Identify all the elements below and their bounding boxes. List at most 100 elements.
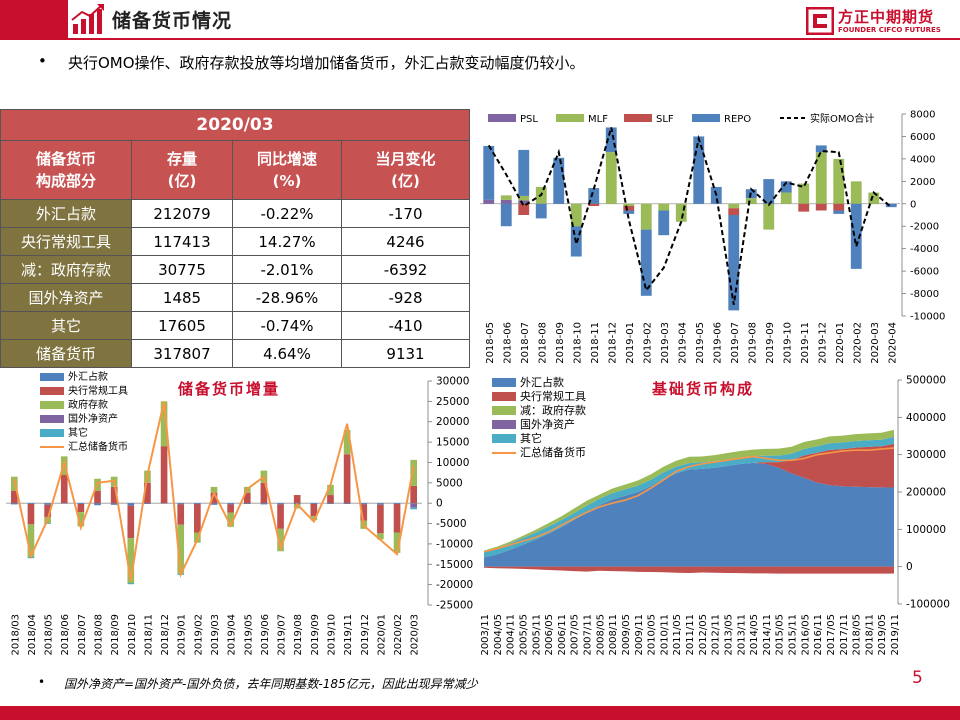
bar-segment <box>293 495 301 504</box>
y-tick-label: -10000 <box>910 312 945 323</box>
table-header-row: 储备货币 构成部分 存量 (亿) 同比增速 (%) 当月变化 (亿) <box>0 140 470 200</box>
cell-yoy: -0.22% <box>232 199 342 228</box>
cell-mom: -928 <box>341 283 470 312</box>
legend-label: 央行常规工具 <box>520 389 586 403</box>
bar-segment <box>410 459 418 486</box>
bar-segment <box>194 503 201 504</box>
bar-segment <box>500 195 512 200</box>
bar-segment <box>728 215 740 311</box>
bar-segment <box>798 203 810 212</box>
bar-segment <box>110 503 118 505</box>
x-tick-label: 2018/11 <box>143 614 154 656</box>
x-tick-label: 2018-10 <box>572 322 583 364</box>
x-tick-label: 2019/04 <box>227 614 238 656</box>
legend-swatch <box>40 387 64 395</box>
x-tick-label: 2019/01 <box>177 614 188 656</box>
reserve-increment-chart: -25000 -20000 -15000 -10000 -5000 0 5000 10000 1… <box>6 370 473 656</box>
bar-segment <box>127 538 135 584</box>
area-series <box>484 443 894 558</box>
row-label: 减：政府存款 <box>0 255 132 284</box>
bar-segment <box>343 429 351 455</box>
legend-label: 汇总储备货币 <box>68 440 128 453</box>
bar-segment <box>377 503 384 505</box>
bar-segment <box>360 503 368 505</box>
y-tick-label: 8000 <box>910 110 935 121</box>
x-tick-label: 2019/10 <box>326 614 337 656</box>
bar-segment <box>570 203 582 227</box>
x-tick-label: 2019-01 <box>625 322 636 364</box>
bar-segment <box>160 446 168 504</box>
cell-stock: 212079 <box>131 199 233 228</box>
legend-label: MLF <box>588 114 608 125</box>
legend-swatch <box>492 420 516 429</box>
x-tick-label: 2013/05 <box>723 614 734 656</box>
bar-segment <box>393 503 401 504</box>
x-tick-label: 2019-10 <box>782 322 793 364</box>
bar-segment <box>277 504 284 529</box>
y-tick-label: 4000 <box>910 154 935 165</box>
header-line: 同比增速 <box>256 150 317 168</box>
bar-segment <box>658 210 670 236</box>
legend-swatch <box>488 114 516 122</box>
legend-label: SLF <box>656 114 674 125</box>
header-red-block <box>0 0 68 38</box>
x-tick-label: 2019-03 <box>660 322 671 364</box>
bar-segment <box>410 503 418 504</box>
y-tick-label: -5000 <box>436 518 467 530</box>
legend-label: 政府存款 <box>68 398 108 411</box>
bar-segment <box>745 198 757 204</box>
x-tick-label: 2018/07 <box>77 614 88 656</box>
bar-segment <box>210 486 218 493</box>
x-tick-label: 2018/03 <box>10 614 21 656</box>
legend-label: 国外净资产 <box>68 412 118 425</box>
bar-segment <box>27 503 35 525</box>
bar-segment <box>815 203 827 211</box>
x-tick-label: 2020-03 <box>870 322 881 364</box>
bar-segment <box>310 503 318 504</box>
cell-stock: 317807 <box>131 339 233 368</box>
bar-segment <box>27 503 35 504</box>
bar-segment <box>10 490 18 504</box>
x-tick-label: 2019/07 <box>277 614 288 656</box>
bar-segment <box>675 203 687 222</box>
legend-swatch <box>556 114 584 122</box>
header-line: 当月变化 <box>375 150 436 168</box>
bar-segment <box>144 482 151 504</box>
cell-yoy: -28.96% <box>232 283 342 312</box>
x-tick-label: 2019/02 <box>193 614 204 656</box>
cell-mom: -170 <box>341 199 470 228</box>
bar-segment <box>44 523 51 524</box>
legend-label: 央行常规工具 <box>68 384 128 397</box>
bar-segment <box>377 533 384 540</box>
bar-segment <box>518 149 530 196</box>
row-label: 国外净资产 <box>0 283 132 312</box>
bar-segment <box>127 505 135 539</box>
bar-segment <box>728 208 740 215</box>
x-tick-label: 2019/12 <box>360 614 371 656</box>
bar-segment <box>393 532 401 553</box>
header-divider <box>0 38 960 40</box>
y-tick-label: -25000 <box>436 600 473 612</box>
bar-segment <box>410 503 418 508</box>
legend-swatch <box>624 114 652 122</box>
x-tick-label: 2019-06 <box>712 322 723 364</box>
bar-segment <box>343 454 351 504</box>
x-tick-label: 2005/11 <box>531 614 542 656</box>
omo-chart: -10000 -8000 -6000 -4000 -2000 0 2000 4000 6000 8… <box>480 110 945 364</box>
x-tick-label: 2006/05 <box>544 614 555 656</box>
legend-label: REPO <box>724 114 751 125</box>
x-tick-label: 2018-08 <box>537 322 548 364</box>
legend-swatch <box>40 373 64 381</box>
x-tick-label: 2010/11 <box>659 614 670 656</box>
bar-segment <box>260 482 268 504</box>
total-line <box>13 401 415 581</box>
bar-segment <box>60 474 68 504</box>
cell-stock: 1485 <box>131 283 233 312</box>
bar-segment <box>127 583 135 585</box>
x-tick-label: 2012/05 <box>698 614 709 656</box>
x-tick-label: 2019/05 <box>877 614 888 656</box>
legend-swatch <box>692 114 720 122</box>
bar-segment <box>500 203 512 227</box>
bar-segment <box>588 188 600 204</box>
y-tick-label: 30000 <box>436 376 469 388</box>
